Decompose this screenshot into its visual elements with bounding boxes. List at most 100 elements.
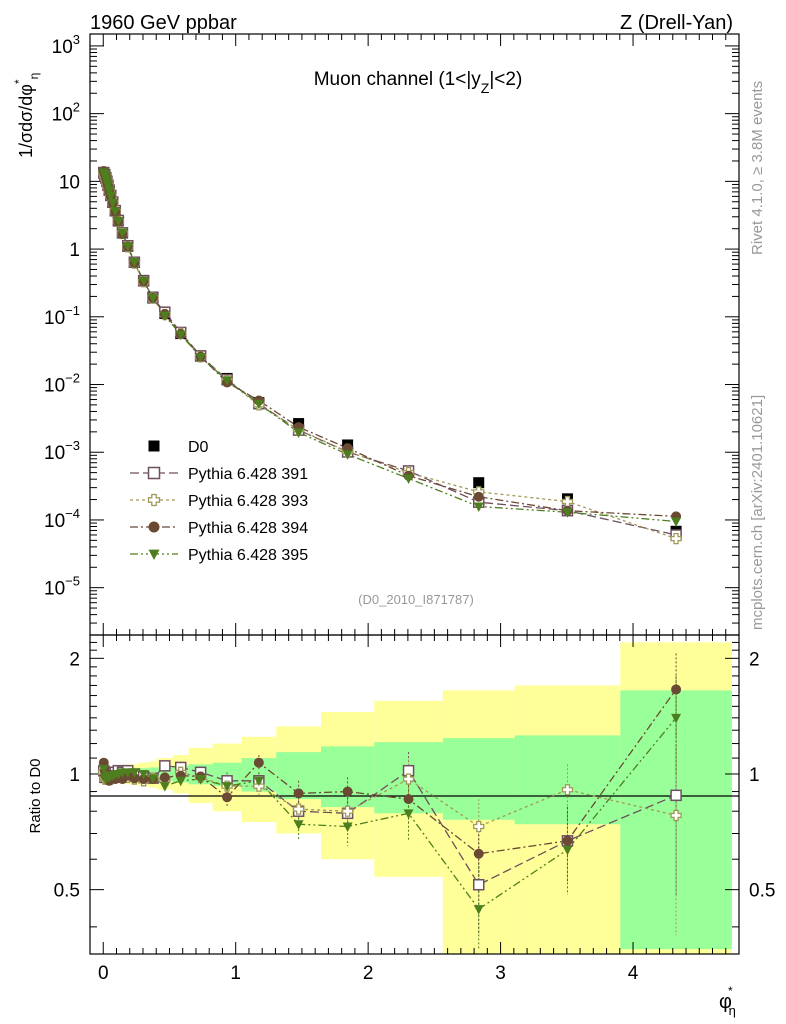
mc-point xyxy=(403,474,414,484)
main-series-layer xyxy=(98,166,682,545)
ratio-point xyxy=(403,794,414,805)
ratio-point xyxy=(473,848,484,859)
x-axis-label-text: φ xyxy=(719,991,732,1013)
legend-label: Pythia 6.428 393 xyxy=(188,493,308,510)
ratio-point xyxy=(671,713,682,724)
main-title-subscript: Z xyxy=(481,80,490,96)
mc-point xyxy=(253,399,264,410)
ratio-point xyxy=(562,845,573,856)
ratio-point xyxy=(175,776,186,787)
ratio-point xyxy=(342,786,353,797)
legend-marker xyxy=(147,493,161,507)
energy-title: 1960 GeV ppbar xyxy=(90,12,237,34)
ratio-point xyxy=(403,809,414,819)
legend-marker xyxy=(147,466,161,480)
ratio-y-tick-label: 2 xyxy=(69,649,80,670)
mc-point xyxy=(129,257,140,268)
y-axis-label-superscript: * xyxy=(12,79,26,84)
legend-label: D0 xyxy=(188,439,209,456)
y-tick-label: 10−5 xyxy=(44,574,80,600)
legend-marker xyxy=(148,440,160,452)
series-line-4 xyxy=(103,172,677,523)
y-tick-exponent: 2 xyxy=(73,100,80,115)
y-tick-label: 10 xyxy=(59,172,80,193)
ratio-point xyxy=(472,878,485,891)
mc-point xyxy=(195,352,206,363)
mc-point xyxy=(473,502,484,512)
ratio-series-layer xyxy=(98,653,682,950)
ratio-point xyxy=(293,820,304,830)
ratio-y-axis-label: Ratio to D0 xyxy=(27,758,44,833)
y-tick-base: 10 xyxy=(44,579,65,600)
mc-point xyxy=(103,181,114,191)
mc-point xyxy=(159,311,170,322)
mc-point xyxy=(175,330,186,341)
x-axis-label: φ* η xyxy=(719,984,736,1018)
ratio-point xyxy=(147,774,158,784)
mc-point xyxy=(117,228,128,239)
y-tick-base: 10 xyxy=(44,443,65,464)
ratio-panel: 0 1 2 3 4 0.5 0.5 1 1 2 2 Ratio to D0 xyxy=(27,634,775,984)
ratio-point xyxy=(222,792,233,803)
ratio-point xyxy=(195,775,206,785)
ratio-point xyxy=(670,809,682,822)
mc-point xyxy=(104,186,115,196)
ratio-frame xyxy=(89,634,740,955)
mc-point xyxy=(222,376,233,386)
main-title: Muon channel (1<|yZ|<2) xyxy=(314,69,523,96)
ratio-point xyxy=(122,768,133,778)
mc-point xyxy=(107,198,118,209)
mc-point xyxy=(562,508,573,518)
mc-point xyxy=(473,491,484,502)
ratio-point xyxy=(561,784,574,796)
x-axis-label-superscript: * xyxy=(728,984,733,998)
ratio-point xyxy=(253,776,264,787)
y-tick-base: 10 xyxy=(52,37,73,58)
y-tick-exponent: −1 xyxy=(65,303,80,318)
y-tick-base: 10 xyxy=(52,105,73,126)
mc-point xyxy=(147,293,158,304)
ratio-point xyxy=(159,760,171,772)
y-tick-base: 10 xyxy=(44,308,65,329)
y-tick-label: 10−2 xyxy=(44,371,80,397)
data-point xyxy=(473,477,485,489)
y-tick-label: 102 xyxy=(52,100,80,126)
ratio-point xyxy=(98,765,109,775)
mc-point xyxy=(122,242,133,252)
y-tick-base: 10 xyxy=(59,172,80,193)
mcplots-label: mcplots.cern.ch [arXiv:2401.10621] xyxy=(749,395,766,630)
mc-point xyxy=(138,276,149,287)
ratio-point xyxy=(293,788,304,799)
ratio-point xyxy=(292,803,305,815)
x-axis-label-subscript: η xyxy=(729,1003,736,1018)
ratio-y-tick-label-right: 2 xyxy=(749,649,760,670)
y-tick-exponent: −5 xyxy=(65,574,80,589)
ratio-band-inner xyxy=(514,735,621,825)
y-axis-label-subscript: η xyxy=(27,73,41,80)
legend-marker xyxy=(148,521,160,533)
ratio-point xyxy=(138,769,149,780)
ratio-point xyxy=(341,805,354,817)
y-tick-exponent: −3 xyxy=(65,438,80,453)
mc-point xyxy=(105,191,116,202)
ratio-point xyxy=(159,772,170,783)
analysis-id: (D0_2010_I871787) xyxy=(358,592,474,607)
ratio-point xyxy=(473,820,485,833)
ratio-axes: 0 1 2 3 4 0.5 0.5 1 1 2 2 xyxy=(54,635,775,984)
y-tick-exponent: 3 xyxy=(73,32,80,47)
ratio-y-tick-label-right: 1 xyxy=(749,765,760,786)
x-tick-label: 3 xyxy=(495,963,506,984)
mc-point xyxy=(113,216,124,227)
mc-point xyxy=(671,517,682,527)
y-tick-base: 10 xyxy=(44,511,65,532)
ratio-point xyxy=(670,789,682,802)
y-tick-base: 10 xyxy=(44,376,65,397)
ratio-point xyxy=(473,905,484,915)
y-tick-exponent: −4 xyxy=(65,506,80,521)
legend-marker xyxy=(148,549,160,561)
ratio-point xyxy=(222,782,233,792)
ratio-bands xyxy=(103,642,732,954)
